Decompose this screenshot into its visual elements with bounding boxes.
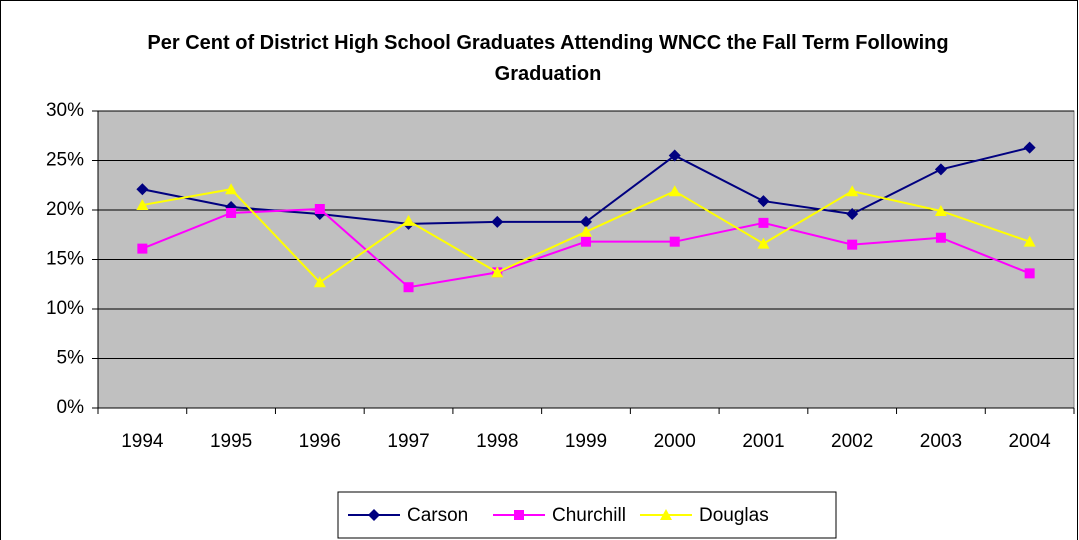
x-tick-label: 1999 [565,431,607,452]
marker [847,239,858,250]
x-tick-label: 2004 [1008,431,1051,452]
marker [226,207,237,218]
y-tick-label: 20% [46,199,84,220]
x-tick-label: 2002 [831,431,873,452]
x-tick-label: 1998 [476,431,518,452]
y-tick-label: 0% [57,397,85,418]
legend-label: Douglas [699,505,769,526]
x-tick-label: 1995 [210,431,252,452]
marker [314,204,325,215]
x-tick-label: 1994 [121,431,164,452]
marker [580,225,592,237]
marker [137,243,148,254]
y-tick-label: 30% [46,100,84,121]
marker [514,510,524,520]
marker [846,185,859,197]
x-tick-label: 1996 [299,431,341,452]
marker [225,183,238,195]
marker [368,509,380,521]
y-tick-label: 10% [46,298,84,319]
marker [758,217,769,228]
marker [136,199,149,211]
marker [402,214,415,226]
marker [403,282,414,293]
x-tick-label: 2003 [920,431,962,452]
marker [660,509,672,520]
marker [935,232,946,243]
marker [668,185,681,197]
x-tick-label: 2000 [654,431,696,452]
x-tick-label: 1997 [387,431,429,452]
legend-label: Churchill [552,505,626,526]
marker [1024,268,1035,279]
legend-box [337,491,837,539]
chart-title: Per Cent of District High School Graduat… [147,32,949,85]
marker [669,236,680,247]
y-tick-label: 5% [57,348,85,369]
marker [580,215,592,228]
marker [757,237,770,249]
marker [1023,235,1036,247]
y-tick-label: 15% [46,249,84,270]
marker [934,163,947,176]
marker [934,204,947,216]
marker [581,236,591,247]
marker [313,276,326,288]
marker [757,195,770,208]
marker [491,215,504,228]
marker [1023,141,1036,154]
marker [491,266,504,278]
x-tick-label: 2001 [742,431,784,452]
legend-label: Carson [407,505,468,526]
marker [846,207,859,220]
marker [136,183,149,196]
marker [668,149,681,162]
y-tick-label: 25% [46,150,84,171]
